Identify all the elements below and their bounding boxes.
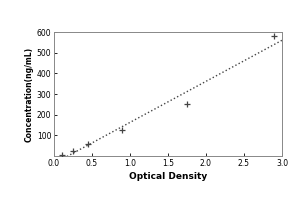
Y-axis label: Concentration(ng/mL): Concentration(ng/mL) — [25, 46, 34, 142]
X-axis label: Optical Density: Optical Density — [129, 172, 207, 181]
